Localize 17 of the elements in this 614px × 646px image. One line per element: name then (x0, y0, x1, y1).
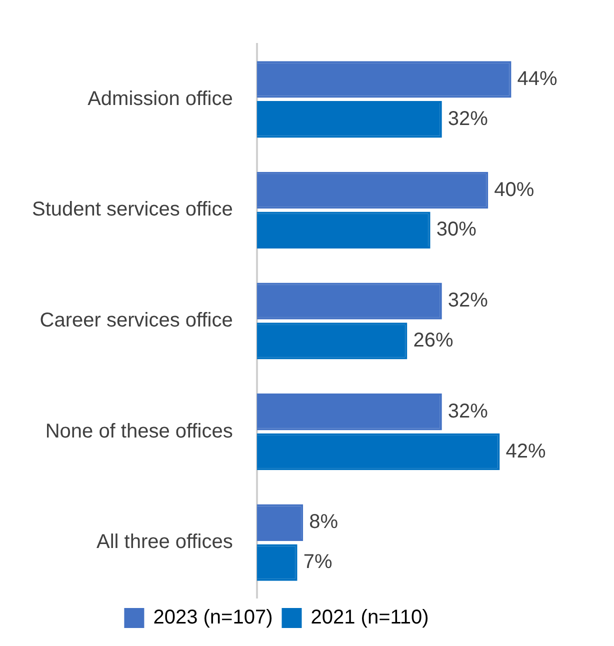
data-label: 40% (494, 178, 534, 201)
data-label: 30% (436, 218, 477, 241)
data-label: 32% (448, 290, 488, 312)
y-tick-label: Student services office (32, 198, 233, 221)
data-label: 32% (448, 400, 488, 422)
y-tick-label: Admission office (88, 88, 233, 110)
data-label: 7% (303, 551, 332, 574)
legend-label: 2021 (n=110) (310, 606, 429, 629)
legend-label: 2023 (n=107) (153, 606, 273, 629)
data-label: 44% (517, 68, 558, 90)
y-tick-label: All three offices (96, 531, 233, 554)
data-label: 26% (413, 329, 454, 352)
y-tick-label: None of these offices (45, 420, 233, 442)
y-tick-label: Career services office (40, 310, 233, 332)
data-label: 42% (506, 440, 546, 462)
data-label: 8% (309, 511, 338, 534)
data-label: 32% (448, 108, 488, 130)
